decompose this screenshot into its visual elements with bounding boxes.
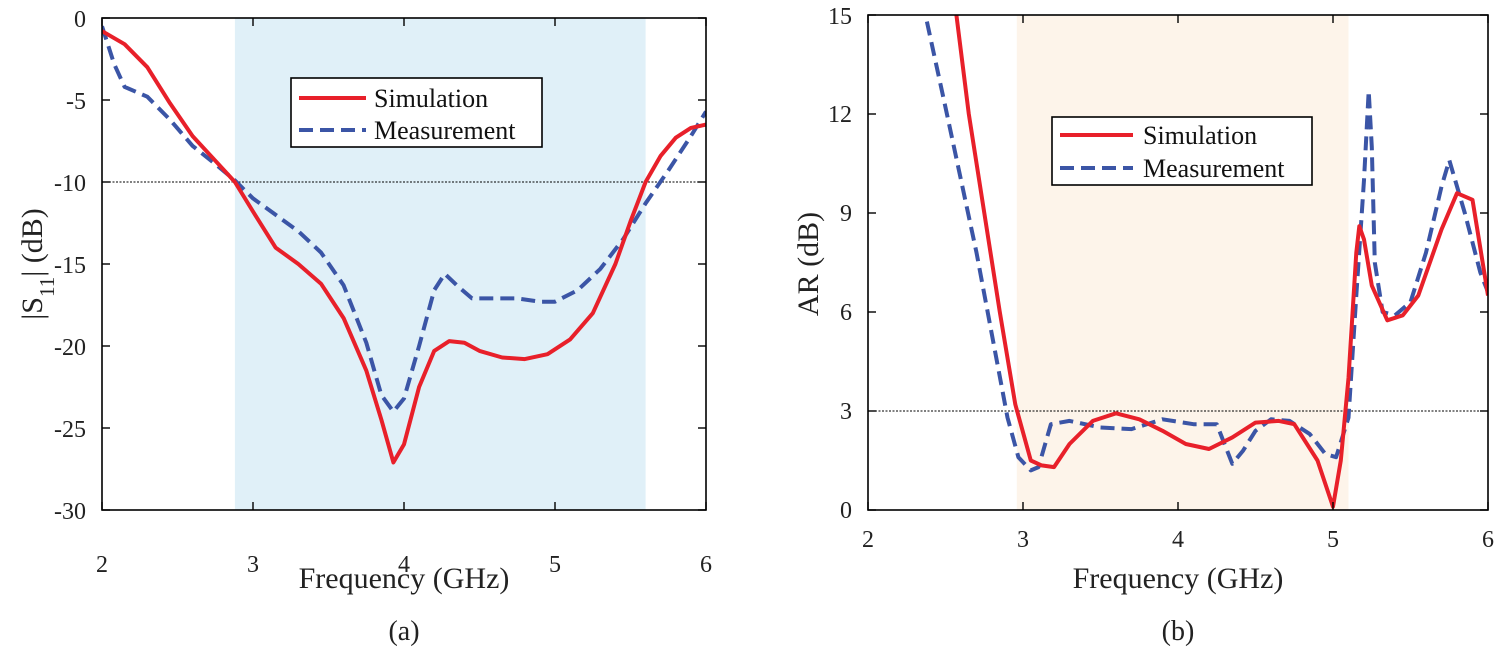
panel-a-ytick-label: -10 xyxy=(54,171,86,197)
panel-a-ytick-label: -20 xyxy=(54,335,86,361)
panel-a-y-axis-label: |S11| (dB) xyxy=(16,208,59,319)
panel-a-series-measurement xyxy=(102,25,706,414)
panel-b-series-measurement xyxy=(924,21,1488,473)
panel-a-legend-label-simulation: Simulation xyxy=(374,84,488,113)
panel-a-x-axis-label: Frequency (GHz) xyxy=(299,562,510,595)
panel-b-caption: (b) xyxy=(1162,616,1195,647)
panel-a-xtick-label: 4 xyxy=(398,552,410,578)
panel-a-ytick-label: 0 xyxy=(74,7,86,33)
panel-b-xtick-label: 2 xyxy=(862,527,874,553)
panel-a-xtick-label: 3 xyxy=(247,552,259,578)
panel-b-ytick-label: 12 xyxy=(828,102,852,128)
panel-b-legend: Simulation Measurement xyxy=(1051,116,1313,186)
panel-b-ytick-label: 3 xyxy=(840,399,852,425)
panel-b-ytick-label: 6 xyxy=(840,300,852,326)
panel-a-s11-chart: 2 3 4 5 6 0 -5 -10 -15 -20 -25 -30 Frequ… xyxy=(16,7,712,647)
panel-b-ytick-label: 9 xyxy=(840,201,852,227)
panel-a-ytick-label: -30 xyxy=(54,499,86,525)
panel-a-xtick-label: 6 xyxy=(700,552,712,578)
panel-a-ytick-label: -25 xyxy=(54,417,86,443)
panel-b-xtick-label: 3 xyxy=(1017,527,1029,553)
panel-b-ytick-label: 15 xyxy=(828,4,852,30)
panel-a-ytick-label: -5 xyxy=(66,89,86,115)
panel-b-ytick-label: 0 xyxy=(840,498,852,524)
panel-b-legend-label-measurement: Measurement xyxy=(1143,154,1285,183)
panel-a-series-group xyxy=(102,25,706,465)
panel-a-caption: (a) xyxy=(388,616,419,647)
panel-b-xtick-label: 5 xyxy=(1327,527,1339,553)
panel-b-y-tick-labels: 15 12 9 6 3 0 xyxy=(828,4,852,524)
panel-a-ytick-label: -15 xyxy=(54,253,86,279)
panel-b-operating-band xyxy=(1016,15,1349,510)
panel-a-xtick-label: 2 xyxy=(96,552,108,578)
panel-a-legend: Simulation Measurement xyxy=(290,77,543,148)
panel-b-tick-marks xyxy=(867,14,1489,511)
panel-a-tick-marks xyxy=(101,17,707,511)
panel-a-series-simulation xyxy=(102,29,706,465)
panel-a-x-tick-labels: 2 3 4 5 6 xyxy=(96,552,712,578)
panel-b-series-simulation xyxy=(954,15,1488,509)
panel-a-legend-box xyxy=(290,77,543,148)
panel-b-series-group xyxy=(924,15,1488,509)
panel-b-xtick-label: 4 xyxy=(1172,527,1184,553)
panel-b-x-axis-label: Frequency (GHz) xyxy=(1073,562,1284,595)
panel-a-xtick-label: 5 xyxy=(549,552,561,578)
panel-b-legend-box xyxy=(1051,116,1313,186)
panel-b-y-axis-label: AR (dB) xyxy=(792,212,825,316)
panel-a-legend-label-measurement: Measurement xyxy=(374,116,516,145)
panel-b-legend-label-simulation: Simulation xyxy=(1143,121,1257,150)
panel-b-x-tick-labels: 2 3 4 5 6 xyxy=(862,527,1494,553)
panel-b-axial-ratio-chart: 2 3 4 5 6 15 12 9 6 3 0 Frequency (GHz) … xyxy=(792,4,1494,647)
panel-b-xtick-label: 6 xyxy=(1482,527,1494,553)
panel-a-y-tick-labels: 0 -5 -10 -15 -20 -25 -30 xyxy=(54,7,86,525)
